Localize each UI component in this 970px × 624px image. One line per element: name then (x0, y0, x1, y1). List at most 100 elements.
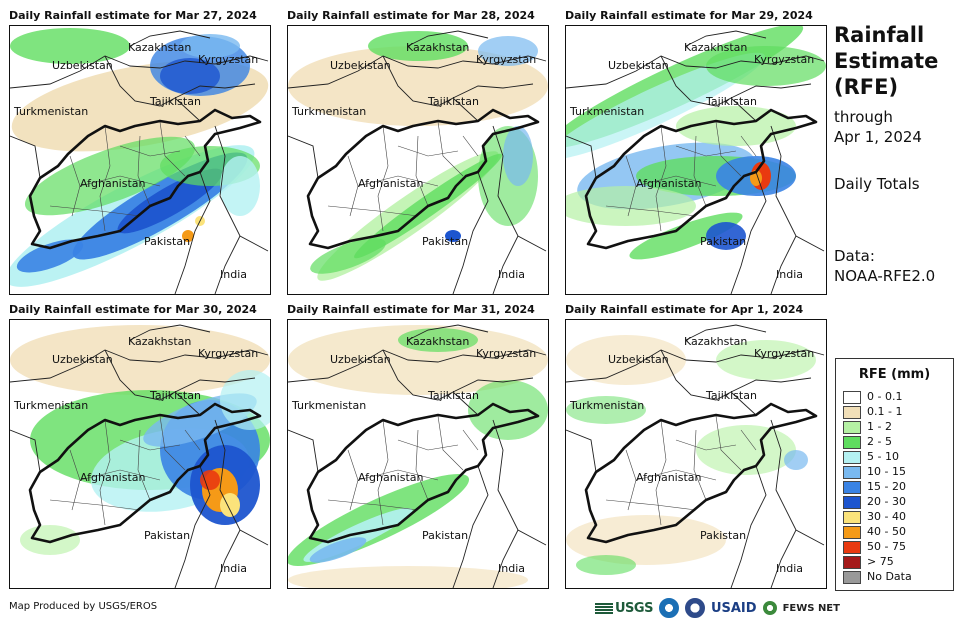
country-border (104, 349, 256, 401)
country-label-kyrgyzstan: Kyrgyzstan (198, 347, 259, 360)
legend-label: 15 - 20 (867, 480, 906, 493)
country-label-turkmenistan: Turkmenistan (14, 399, 89, 412)
country-border (730, 465, 767, 588)
rainfall-area (716, 340, 816, 380)
country-label-kyrgyzstan: Kyrgyzstan (754, 347, 815, 360)
noaa-logo (658, 598, 679, 618)
legend-label: > 75 (867, 555, 894, 568)
totals-label: Daily Totals (834, 175, 920, 193)
afghanistan-border (28, 108, 262, 250)
rainfall-area (220, 156, 260, 216)
country-border (492, 125, 547, 252)
country-label-uzbekistan: Uzbekistan (52, 353, 113, 366)
country-border (685, 324, 767, 341)
country-label-uzbekistan: Uzbekistan (52, 59, 113, 72)
rainfall-map: Kazakhstan Kyrgyzstan Uzbekistan Tajikistan… (9, 25, 271, 295)
province-border (715, 121, 742, 177)
country-border (452, 465, 489, 588)
country-label-pakistan: Pakistan (700, 529, 747, 542)
country-border (452, 97, 479, 122)
country-border (770, 529, 797, 588)
rainfall-map: Kazakhstan Kyrgyzstan Uzbekistan Tajikistan… (287, 319, 549, 589)
province-border (377, 125, 389, 232)
country-border (770, 419, 825, 546)
country-label-tajikistan: Tajikistan (150, 95, 201, 108)
province-border (655, 125, 667, 232)
country-border (770, 125, 825, 252)
province-border (693, 135, 707, 207)
rainfall-area (784, 450, 808, 470)
panel-title: Daily Rainfall estimate for Apr 1, 2024 (565, 303, 804, 316)
country-label-kyrgyzstan: Kyrgyzstan (476, 53, 537, 66)
rainfall-area (706, 46, 826, 86)
country-label-india: India (498, 562, 525, 575)
rainfall-area (309, 537, 367, 563)
agency-logos: USGS USAID FEWS NET (595, 598, 840, 618)
country-border (382, 55, 534, 107)
legend-swatch (843, 420, 861, 434)
rainfall-area (629, 212, 743, 260)
map-graphic (10, 28, 269, 294)
province-border (347, 449, 359, 511)
afghanistan-border (306, 108, 540, 250)
rainfall-area (696, 425, 796, 475)
data-source: Data: NOAA-RFE2.0 (834, 247, 936, 285)
fews-net-globe-icon (762, 601, 777, 615)
legend-swatch (843, 390, 861, 404)
province-border (159, 415, 186, 471)
through-date: through Apr 1, 2024 (834, 108, 922, 146)
rainfall-area (288, 325, 548, 395)
province-border (119, 145, 181, 157)
rainfall-area (20, 525, 80, 555)
rainfall-area (200, 470, 220, 490)
rainfall-area (566, 396, 646, 424)
country-border (214, 419, 269, 546)
panel-title: Daily Rainfall estimate for Mar 31, 2024 (287, 303, 535, 316)
map-title-block: Rainfall Estimate (RFE) (834, 22, 970, 100)
country-label-uzbekistan: Uzbekistan (330, 59, 391, 72)
country-border (288, 349, 547, 383)
country-label-uzbekistan: Uzbekistan (608, 353, 669, 366)
province-border (655, 419, 667, 526)
rainfall-area (706, 222, 746, 250)
afghanistan-border (584, 402, 818, 544)
rainfall-area (288, 566, 528, 588)
country-label-afghanistan: Afghanistan (636, 471, 702, 484)
afghanistan-border (28, 402, 262, 544)
province-border (119, 439, 181, 451)
country-border (730, 171, 767, 294)
province-border (605, 205, 697, 217)
legend-label: No Data (867, 570, 912, 583)
country-label-turkmenistan: Turkmenistan (292, 399, 367, 412)
map-title: Rainfall Estimate (RFE) (834, 23, 939, 99)
country-border (214, 125, 269, 252)
legend-label: 0.1 - 1 (867, 405, 903, 418)
rainfall-area (24, 136, 196, 216)
province-border (437, 121, 464, 177)
legend-item: 20 - 30 (843, 495, 906, 510)
legend-item: 0 - 0.1 (843, 390, 902, 405)
legend-label: 5 - 10 (867, 450, 899, 463)
legend-item: 30 - 40 (843, 510, 906, 525)
rainfall-area (10, 325, 270, 395)
rainfall-area (310, 238, 386, 274)
usgs-logo: USGS (595, 601, 653, 616)
country-label-kyrgyzstan: Kyrgyzstan (476, 347, 537, 360)
legend-label: 2 - 5 (867, 435, 892, 448)
rainfall-map: Kazakhstan Kyrgyzstan Uzbekistan Tajikistan… (9, 319, 271, 589)
legend-item: 0.1 - 1 (843, 405, 902, 420)
province-border (625, 449, 637, 511)
rainfall-area (566, 335, 686, 385)
rainfall-area (478, 36, 538, 66)
rainfall-area (368, 31, 468, 61)
map-graphic (288, 30, 548, 294)
country-border (104, 55, 256, 107)
legend-swatch (843, 495, 861, 509)
legend-item: 40 - 50 (843, 525, 906, 540)
usaid-logo: USAID (710, 600, 757, 616)
province-border (79, 175, 161, 187)
country-border (566, 429, 597, 473)
province-border (397, 439, 459, 451)
country-label-tajikistan: Tajikistan (706, 95, 757, 108)
legend-item: 10 - 15 (843, 465, 906, 480)
